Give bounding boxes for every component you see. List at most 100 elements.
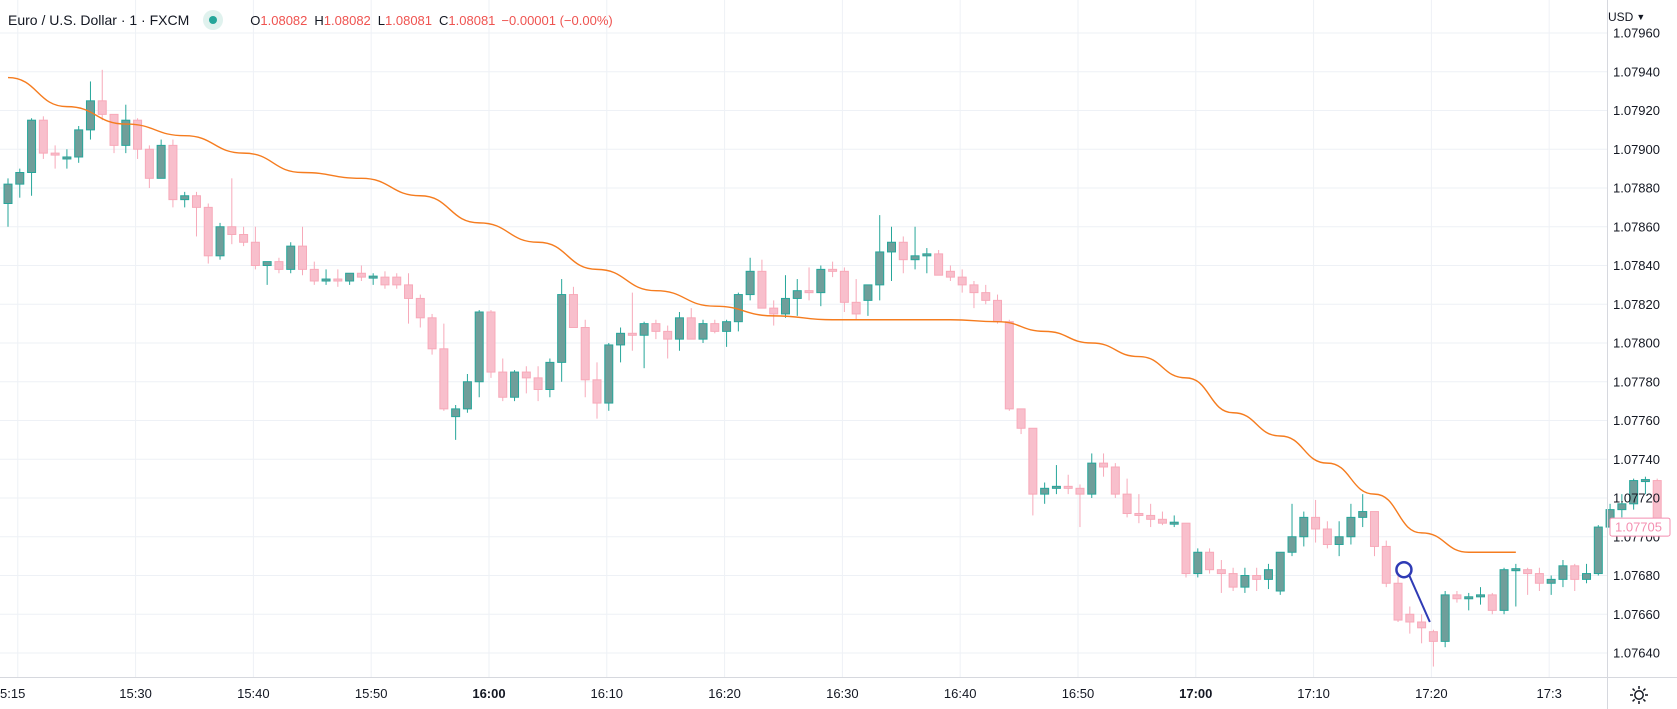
candle[interactable] (227, 178, 237, 245)
candle[interactable] (922, 248, 932, 274)
candle[interactable] (498, 358, 508, 402)
candle[interactable] (863, 284, 873, 316)
candle[interactable] (1228, 567, 1238, 591)
candle[interactable] (298, 226, 307, 276)
candle[interactable] (1523, 567, 1533, 595)
candle[interactable] (957, 269, 967, 293)
candle[interactable] (698, 319, 708, 343)
candle[interactable] (1381, 540, 1391, 588)
candle[interactable] (333, 269, 343, 287)
candle[interactable] (1322, 521, 1332, 549)
candle[interactable] (733, 292, 743, 332)
candle[interactable] (545, 358, 555, 398)
candle[interactable] (1464, 592, 1474, 611)
candle[interactable] (1275, 551, 1285, 595)
candle[interactable] (757, 259, 767, 309)
candle[interactable] (486, 310, 496, 378)
candle[interactable] (510, 370, 520, 402)
candle[interactable] (910, 226, 920, 270)
candle[interactable] (1570, 563, 1580, 591)
candle[interactable] (1075, 484, 1085, 528)
candle[interactable] (1263, 563, 1273, 590)
candle[interactable] (604, 343, 614, 411)
candle[interactable] (97, 69, 107, 121)
candle[interactable] (462, 374, 472, 413)
candle[interactable] (1476, 587, 1485, 605)
candle[interactable] (1358, 494, 1368, 528)
candle[interactable] (1004, 319, 1014, 411)
candle[interactable] (1629, 478, 1639, 510)
candle[interactable] (722, 319, 732, 347)
candle[interactable] (1346, 503, 1356, 545)
candle[interactable] (38, 116, 48, 159)
candle[interactable] (191, 191, 201, 237)
candle[interactable] (851, 279, 861, 320)
candle[interactable] (627, 292, 637, 351)
candle[interactable] (557, 279, 567, 382)
candle[interactable] (592, 362, 602, 419)
candle[interactable] (1287, 503, 1297, 557)
candle[interactable] (239, 226, 249, 247)
candle[interactable] (1440, 591, 1450, 648)
candle[interactable] (1393, 575, 1403, 623)
candle[interactable] (1487, 592, 1497, 615)
candle[interactable] (321, 269, 331, 285)
candle[interactable] (533, 366, 543, 402)
candle[interactable] (368, 273, 378, 285)
candle[interactable] (427, 313, 437, 355)
candle[interactable] (156, 139, 166, 179)
candle[interactable] (875, 215, 885, 301)
candle[interactable] (250, 226, 260, 270)
candle[interactable] (686, 308, 696, 340)
candle[interactable] (969, 281, 979, 309)
symbol-title[interactable]: Euro / U.S. Dollar · 1 · FXCM (8, 12, 190, 28)
candle[interactable] (1040, 482, 1050, 504)
gear-icon[interactable] (1628, 684, 1650, 706)
candle[interactable] (792, 279, 802, 316)
candle[interactable] (981, 284, 991, 305)
candle[interactable] (1087, 453, 1097, 498)
candle[interactable] (639, 321, 649, 369)
candle[interactable] (392, 273, 402, 289)
candle[interactable] (816, 265, 826, 307)
candle[interactable] (345, 272, 355, 285)
candle[interactable] (993, 294, 1003, 324)
candle[interactable] (309, 261, 319, 285)
candle[interactable] (710, 319, 720, 334)
candle[interactable] (1205, 548, 1215, 574)
candle[interactable] (1193, 548, 1203, 578)
candle[interactable] (1110, 463, 1120, 498)
candle[interactable] (1157, 511, 1167, 526)
candle[interactable] (616, 327, 626, 363)
candle[interactable] (203, 203, 213, 264)
candle[interactable] (1617, 494, 1627, 518)
candle[interactable] (663, 325, 673, 359)
candle[interactable] (828, 261, 838, 278)
candle[interactable] (887, 226, 896, 281)
candle[interactable] (1016, 408, 1026, 435)
candle[interactable] (1252, 567, 1262, 591)
candle[interactable] (1334, 521, 1344, 557)
candle[interactable] (121, 104, 131, 154)
candle[interactable] (404, 273, 414, 324)
candle[interactable] (27, 118, 37, 196)
candle[interactable] (1369, 511, 1379, 557)
candle[interactable] (415, 294, 425, 328)
candle[interactable] (380, 271, 390, 289)
market-status-dot-icon[interactable] (203, 10, 224, 30)
candle[interactable] (168, 139, 178, 208)
candle[interactable] (1063, 474, 1073, 495)
candle[interactable] (1593, 525, 1603, 576)
candle[interactable] (1146, 503, 1156, 528)
candle[interactable] (804, 267, 814, 301)
candle[interactable] (1640, 476, 1650, 495)
candle[interactable] (85, 81, 95, 140)
candle[interactable] (144, 145, 154, 188)
candle[interactable] (898, 236, 908, 274)
trend-line-anchor-handle[interactable] (1395, 560, 1413, 579)
candle[interactable] (15, 168, 25, 198)
candle[interactable] (74, 126, 84, 163)
candle[interactable] (521, 366, 531, 394)
